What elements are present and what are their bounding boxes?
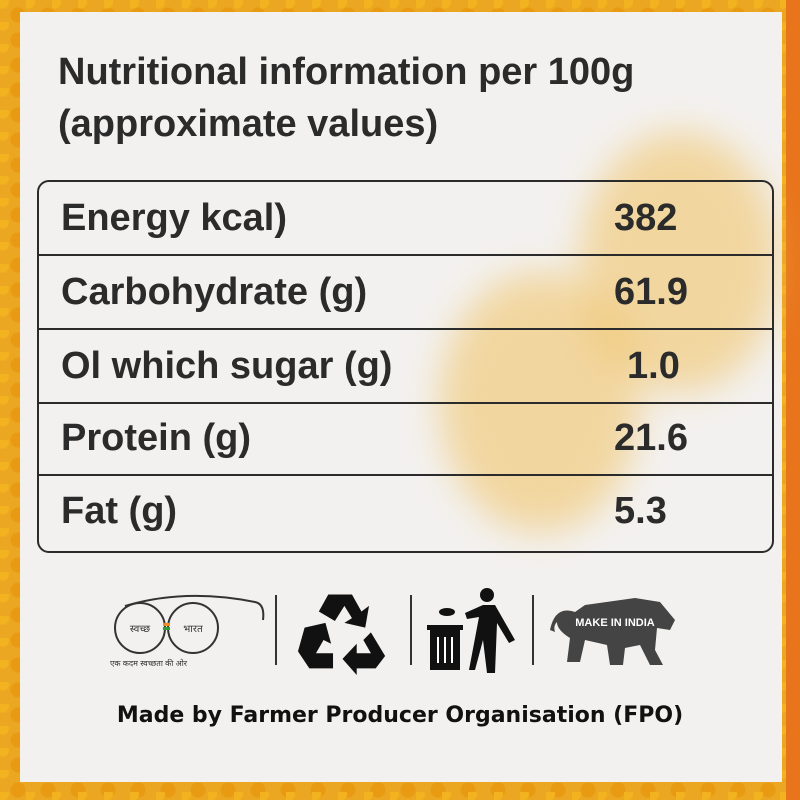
swachh-tagline: एक कदम स्वच्छता की ओर <box>110 658 188 668</box>
nutrient-label: Fat (g) <box>61 489 178 532</box>
nutrient-value: 5.3 <box>614 489 667 532</box>
swachh-bharat-logo: स्वच्छ भारत एक कदम स्वच्छता की ओर <box>110 594 265 668</box>
nutrient-value: 1.0 <box>627 344 680 387</box>
divider <box>410 595 412 665</box>
nutrient-label: Carbohydrate (g) <box>61 270 368 313</box>
divider <box>532 595 534 665</box>
nutrient-value: 61.9 <box>614 270 688 313</box>
lentil-background <box>580 132 780 392</box>
footer-text: Made by Farmer Producer Organisation (FP… <box>116 703 684 728</box>
table-row: Ol which sugar (g) 1.0 <box>39 330 772 404</box>
table-row: Energy kcal) 382 <box>39 182 772 256</box>
table-row: Carbohydrate (g) 61.9 <box>39 256 772 330</box>
nutrient-value: 382 <box>614 196 678 239</box>
orange-border <box>786 0 800 800</box>
table-row: Fat (g) 5.3 <box>39 474 772 548</box>
swachh-right-text: भारत <box>183 624 203 635</box>
certification-logos: स्वच्छ भारत एक कदम स्वच्छता की ओर MAKE I… <box>100 585 700 675</box>
title-line-1: Nutritional information per 100g <box>58 51 635 93</box>
make-in-india-text: MAKE IN INDIA <box>575 617 655 629</box>
info-panel <box>20 12 782 782</box>
nutrient-label: Ol which sugar (g) <box>61 344 393 387</box>
make-in-india-logo: MAKE IN INDIA <box>550 598 675 665</box>
divider <box>275 595 277 665</box>
litter-bin-icon <box>427 588 515 673</box>
page-title: Nutritional information per 100g (approx… <box>58 46 634 150</box>
nutrition-table: Energy kcal) 382 Carbohydrate (g) 61.9 Ol … <box>37 180 774 553</box>
nutrient-label: Protein (g) <box>61 416 251 459</box>
nutrient-label: Energy kcal) <box>61 196 287 239</box>
nutrient-value: 21.6 <box>614 416 688 459</box>
title-line-2: (approximate values) <box>58 103 439 145</box>
swachh-left-text: स्वच्छ <box>130 624 150 635</box>
table-row: Protein (g) 21.6 <box>39 402 772 476</box>
recycle-icon <box>297 594 386 675</box>
